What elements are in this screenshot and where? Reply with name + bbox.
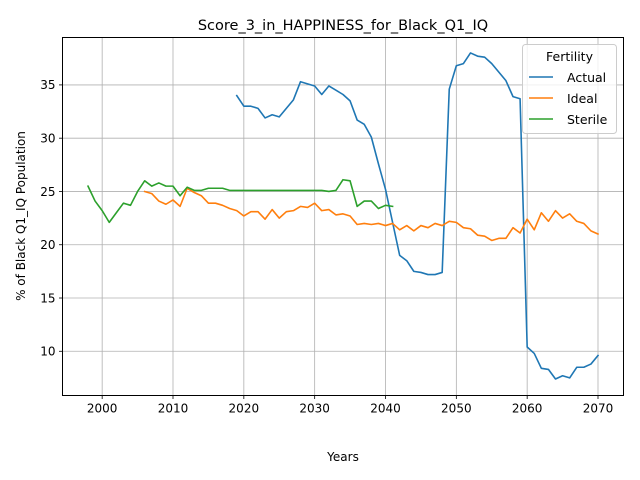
legend: Fertility Actual Ideal Sterile xyxy=(522,44,617,134)
legend-box xyxy=(522,44,617,134)
x-tick-label: 2000 xyxy=(87,402,118,416)
y-tick-label: 10 xyxy=(40,345,55,359)
y-tick-label: 30 xyxy=(40,131,55,145)
legend-label-actual: Actual xyxy=(567,70,606,85)
y-tick-label: 20 xyxy=(40,238,55,252)
plot-frame xyxy=(62,37,624,396)
x-tick-label: 2040 xyxy=(370,402,401,416)
x-tick-label: 2020 xyxy=(229,402,260,416)
x-tick-label: 2030 xyxy=(299,402,330,416)
x-axis-ticks: 2000 2010 2020 2030 2040 2050 2060 2070 xyxy=(87,395,614,416)
x-tick-label: 2050 xyxy=(441,402,472,416)
x-tick-label: 2070 xyxy=(583,402,614,416)
series-line-sterile xyxy=(86,178,394,224)
y-tick-label: 35 xyxy=(40,78,55,92)
chart-title: Score_3_in_HAPPINESS_for_Black_Q1_IQ xyxy=(198,18,488,34)
series-line-ideal xyxy=(143,187,600,242)
x-tick-label: 2010 xyxy=(158,402,189,416)
y-tick-label: 15 xyxy=(40,291,55,305)
x-axis-label: Years xyxy=(326,450,359,464)
legend-title: Fertility xyxy=(546,49,594,64)
y-axis-ticks: 10 15 20 25 30 35 xyxy=(40,78,63,359)
legend-label-ideal: Ideal xyxy=(567,91,597,106)
series-lines xyxy=(86,52,600,380)
x-tick-label: 2060 xyxy=(512,402,543,416)
legend-label-sterile: Sterile xyxy=(567,112,608,127)
y-axis-label: % of Black Q1_IQ Population xyxy=(14,131,28,301)
series-line-actual xyxy=(235,52,600,380)
y-tick-label: 25 xyxy=(40,185,55,199)
